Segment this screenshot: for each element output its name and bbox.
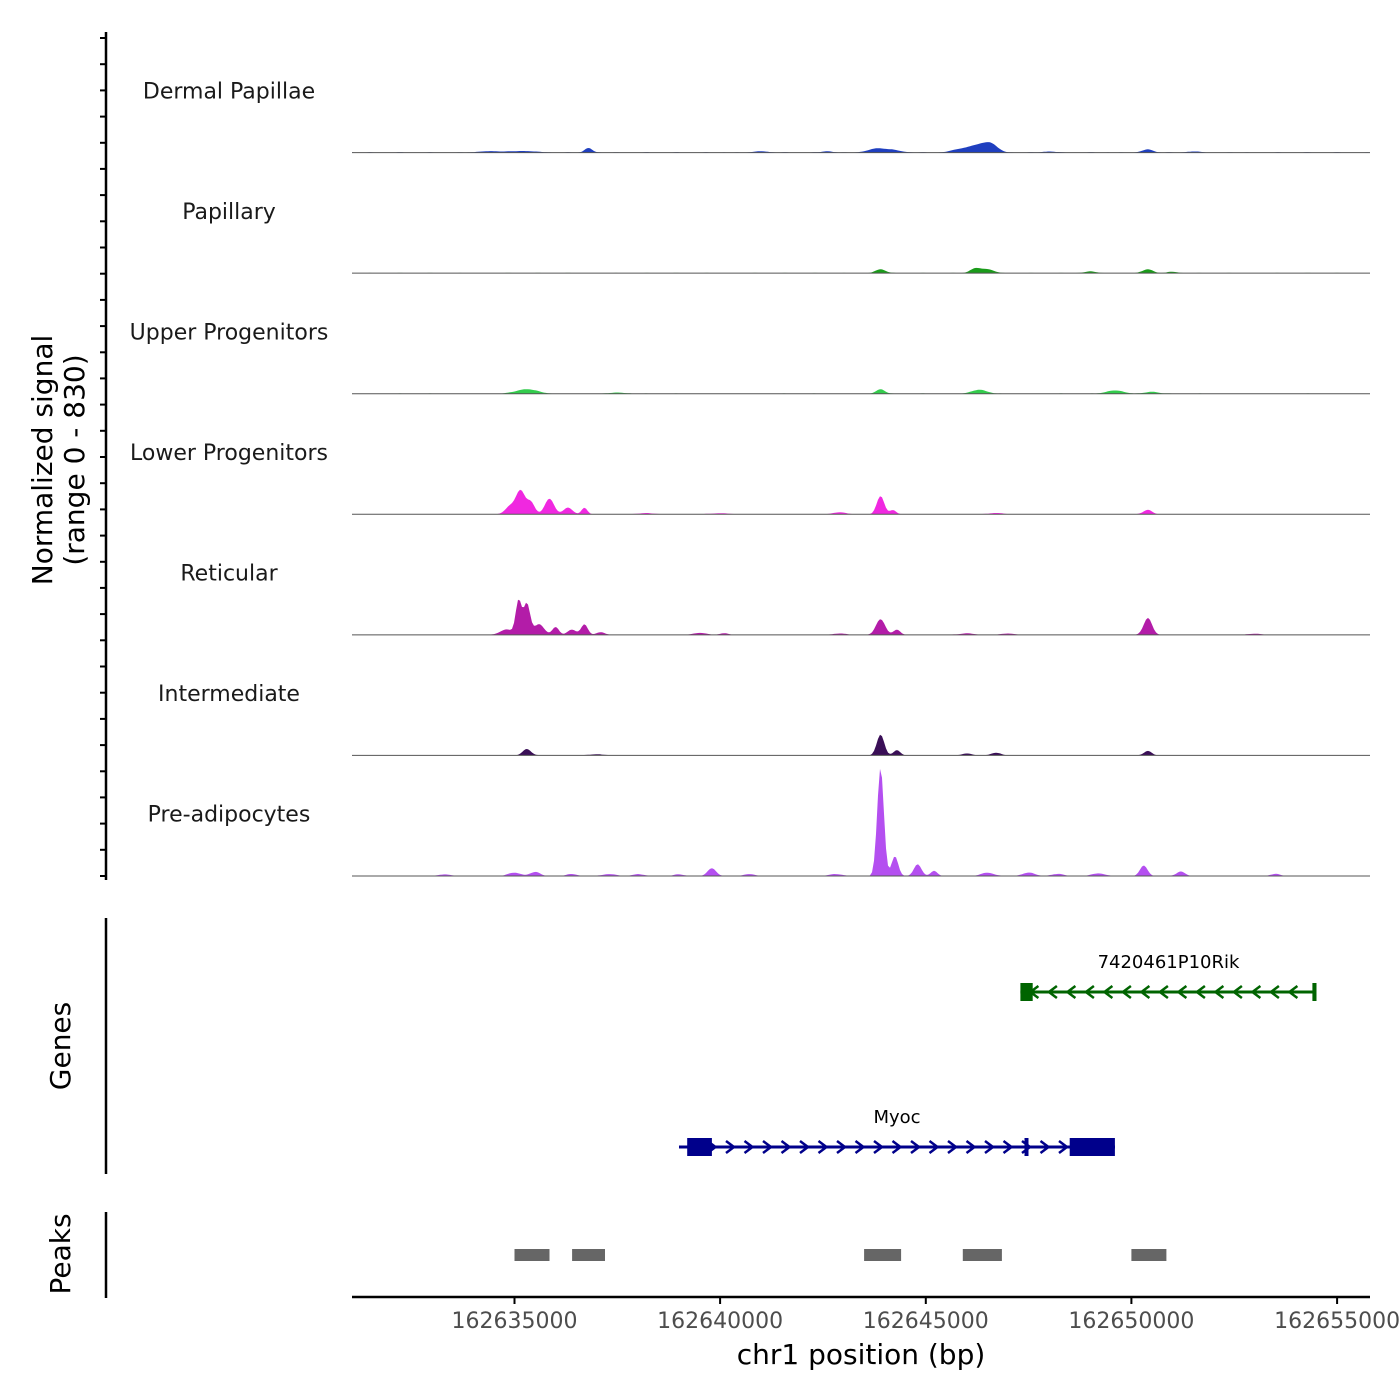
track-label-pre-adipocytes: Pre-adipocytes [148,803,311,828]
exon [1069,1138,1115,1156]
strand-arrow [1250,985,1262,999]
strand-arrow [947,1140,959,1154]
signal-area-dermal-papillae [352,142,1370,153]
x-tick-label: 162655000 [1274,1309,1400,1334]
track-pre-adipocytes: Pre-adipocytes [148,768,1370,877]
strand-arrow [910,1140,922,1154]
track-label-lower-progenitors: Lower Progenitors [130,441,328,466]
strand-arrow [984,1140,996,1154]
track-upper-progenitors: Upper Progenitors [130,321,1370,395]
strand-arrow [1268,985,1280,999]
x-tick-label: 162645000 [863,1309,989,1334]
coverage-y-axis-ticks [100,37,106,877]
peak-regions [514,1249,1167,1261]
strand-arrow [1213,985,1225,999]
y-axis-title-line2: (range 0 - 830) [58,354,91,565]
exon [1312,983,1317,1001]
x-axis-ticks: 162635000 162640000 162645000 162650000 1626… [452,1297,1400,1334]
strand-arrow [1120,985,1132,999]
peak-region [864,1249,902,1261]
strand-arrow [1157,985,1169,999]
gene-7420461p10rik: 7420461P10Rik [1020,952,1317,1001]
y-axis-title-line1: Normalized signal [26,335,59,586]
strand-arrow [1231,985,1243,999]
x-tick-label: 162650000 [1068,1309,1194,1334]
strand-arrow [1194,985,1206,999]
peaks-track-title: Peaks [44,1213,77,1294]
exon [1020,983,1033,1001]
gene-label-7420461p10rik: 7420461P10Rik [1098,952,1240,973]
genes-track-title: Genes [44,1002,77,1090]
strand-arrow [836,1140,848,1154]
signal-area-papillary [352,267,1370,274]
track-label-papillary: Papillary [182,200,276,225]
strand-arrow [762,1140,774,1154]
exon [1024,1138,1029,1156]
strand-arrow [743,1140,755,1154]
strand-arrow [928,1140,940,1154]
peak-region [514,1249,550,1261]
strand-arrow [891,1140,903,1154]
track-label-reticular: Reticular [180,562,278,587]
strand-arrow [1287,985,1299,999]
strand-arrow [854,1140,866,1154]
track-lower-progenitors: Lower Progenitors [130,441,1370,515]
gene-annotations: 7420461P10Rik Myoc [679,952,1317,1156]
signal-area-upper-progenitors [352,389,1370,394]
strand-arrow [725,1140,737,1154]
strand-arrow [1083,985,1095,999]
strand-arrow [1002,1140,1014,1154]
strand-arrow [873,1140,885,1154]
track-label-dermal-papillae: Dermal Papillae [143,79,315,104]
peak-region [1131,1249,1167,1261]
strand-arrow [799,1140,811,1154]
gene-label-myoc: Myoc [873,1107,920,1128]
signal-area-pre-adipocytes [352,768,1370,876]
x-tick-label: 162640000 [657,1309,783,1334]
exon [687,1138,712,1156]
peak-region [572,1249,605,1261]
strand-arrow [1046,985,1058,999]
track-reticular: Reticular [180,562,1370,636]
track-papillary: Papillary [182,200,1370,274]
track-label-upper-progenitors: Upper Progenitors [130,321,329,346]
y-axis-title: Normalized signal (range 0 - 830) [26,335,91,586]
strand-arrow [1039,1140,1051,1154]
coverage-tracks: Dermal Papillae Papillary Upper Progenitor… [130,79,1370,877]
gene-myoc: Myoc [679,1107,1115,1156]
x-tick-label: 162635000 [452,1309,578,1334]
strand-arrow [1176,985,1188,999]
strand-arrow [1058,1140,1070,1154]
track-label-intermediate: Intermediate [158,682,300,707]
signal-area-lower-progenitors [352,489,1370,515]
track-intermediate: Intermediate [158,682,1370,756]
strand-arrow [1139,985,1151,999]
strand-arrow [1065,985,1077,999]
strand-arrow [965,1140,977,1154]
strand-arrow [1102,985,1114,999]
strand-arrow [780,1140,792,1154]
strand-arrow [817,1140,829,1154]
track-dermal-papillae: Dermal Papillae [143,79,1370,154]
signal-area-reticular [352,599,1370,635]
signal-area-intermediate [352,734,1370,756]
x-axis-title: chr1 position (bp) [737,1338,986,1371]
peak-region [962,1249,1002,1261]
